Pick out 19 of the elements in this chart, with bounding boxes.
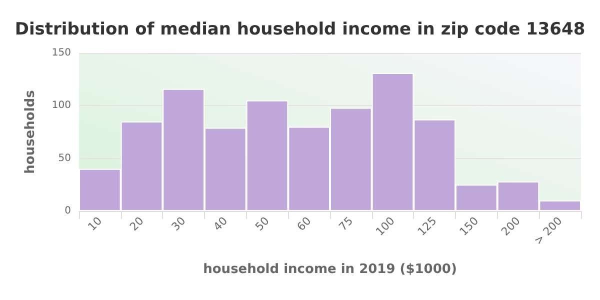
chart-title: Distribution of median household income in zip code 13648: [14, 20, 586, 40]
x-tick-label: 30: [169, 214, 188, 234]
x-tick-label: 40: [210, 214, 230, 234]
x-tick-label: 200: [498, 214, 523, 238]
x-tick-label: 75: [336, 214, 356, 234]
x-tick-label: 20: [127, 214, 146, 234]
x-tick-label: 100: [373, 214, 398, 238]
x-tick-label: 150: [456, 214, 482, 238]
y-tick-label: 100: [52, 100, 71, 112]
x-tick-label: 50: [252, 214, 272, 234]
x-tick-label: 60: [294, 214, 314, 234]
x-tick-label: 10: [85, 214, 105, 234]
x-tick-label: > 200: [532, 214, 565, 248]
y-tick-label: 50: [58, 152, 71, 164]
y-tick-label: 0: [64, 206, 71, 216]
x-tick-label: 125: [415, 214, 440, 238]
y-tick-label: 150: [52, 48, 71, 58]
x-axis-title: household income in 2019 ($1000): [203, 262, 457, 277]
y-axis-title: households: [23, 90, 38, 174]
